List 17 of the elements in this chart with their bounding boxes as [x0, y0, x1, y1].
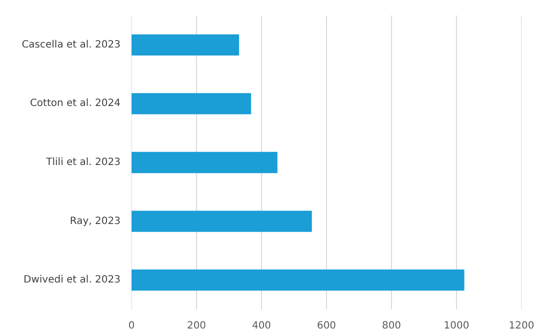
- y-tick-label: Tlili et al. 2023: [45, 157, 121, 168]
- x-tick-label: 200: [186, 320, 206, 331]
- y-tick-label: Cascella et al. 2023: [22, 39, 121, 50]
- y-tick-label: Dwivedi et al. 2023: [24, 274, 121, 286]
- bar: [132, 34, 240, 56]
- bar: [132, 270, 464, 291]
- x-tick-label: 800: [382, 320, 402, 331]
- bar: [132, 210, 312, 232]
- bar: [132, 93, 252, 114]
- x-tick-label: 600: [316, 320, 336, 331]
- y-tick-label: Ray, 2023: [70, 216, 121, 227]
- y-tick-label: Cotton et al. 2024: [30, 98, 121, 110]
- x-tick-label: 0: [128, 320, 135, 331]
- x-tick-label: 400: [252, 320, 272, 331]
- bar: [132, 152, 278, 174]
- x-tick-label: 1000: [444, 320, 470, 331]
- x-tick-label: 1200: [508, 320, 534, 331]
